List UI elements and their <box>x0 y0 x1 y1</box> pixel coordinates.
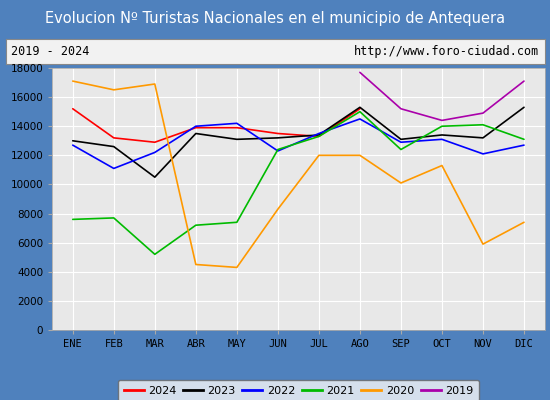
Text: Evolucion Nº Turistas Nacionales en el municipio de Antequera: Evolucion Nº Turistas Nacionales en el m… <box>45 11 505 26</box>
Text: http://www.foro-ciudad.com: http://www.foro-ciudad.com <box>354 45 539 58</box>
Text: 2019 - 2024: 2019 - 2024 <box>11 45 89 58</box>
Legend: 2024, 2023, 2022, 2021, 2020, 2019: 2024, 2023, 2022, 2021, 2020, 2019 <box>118 380 479 400</box>
